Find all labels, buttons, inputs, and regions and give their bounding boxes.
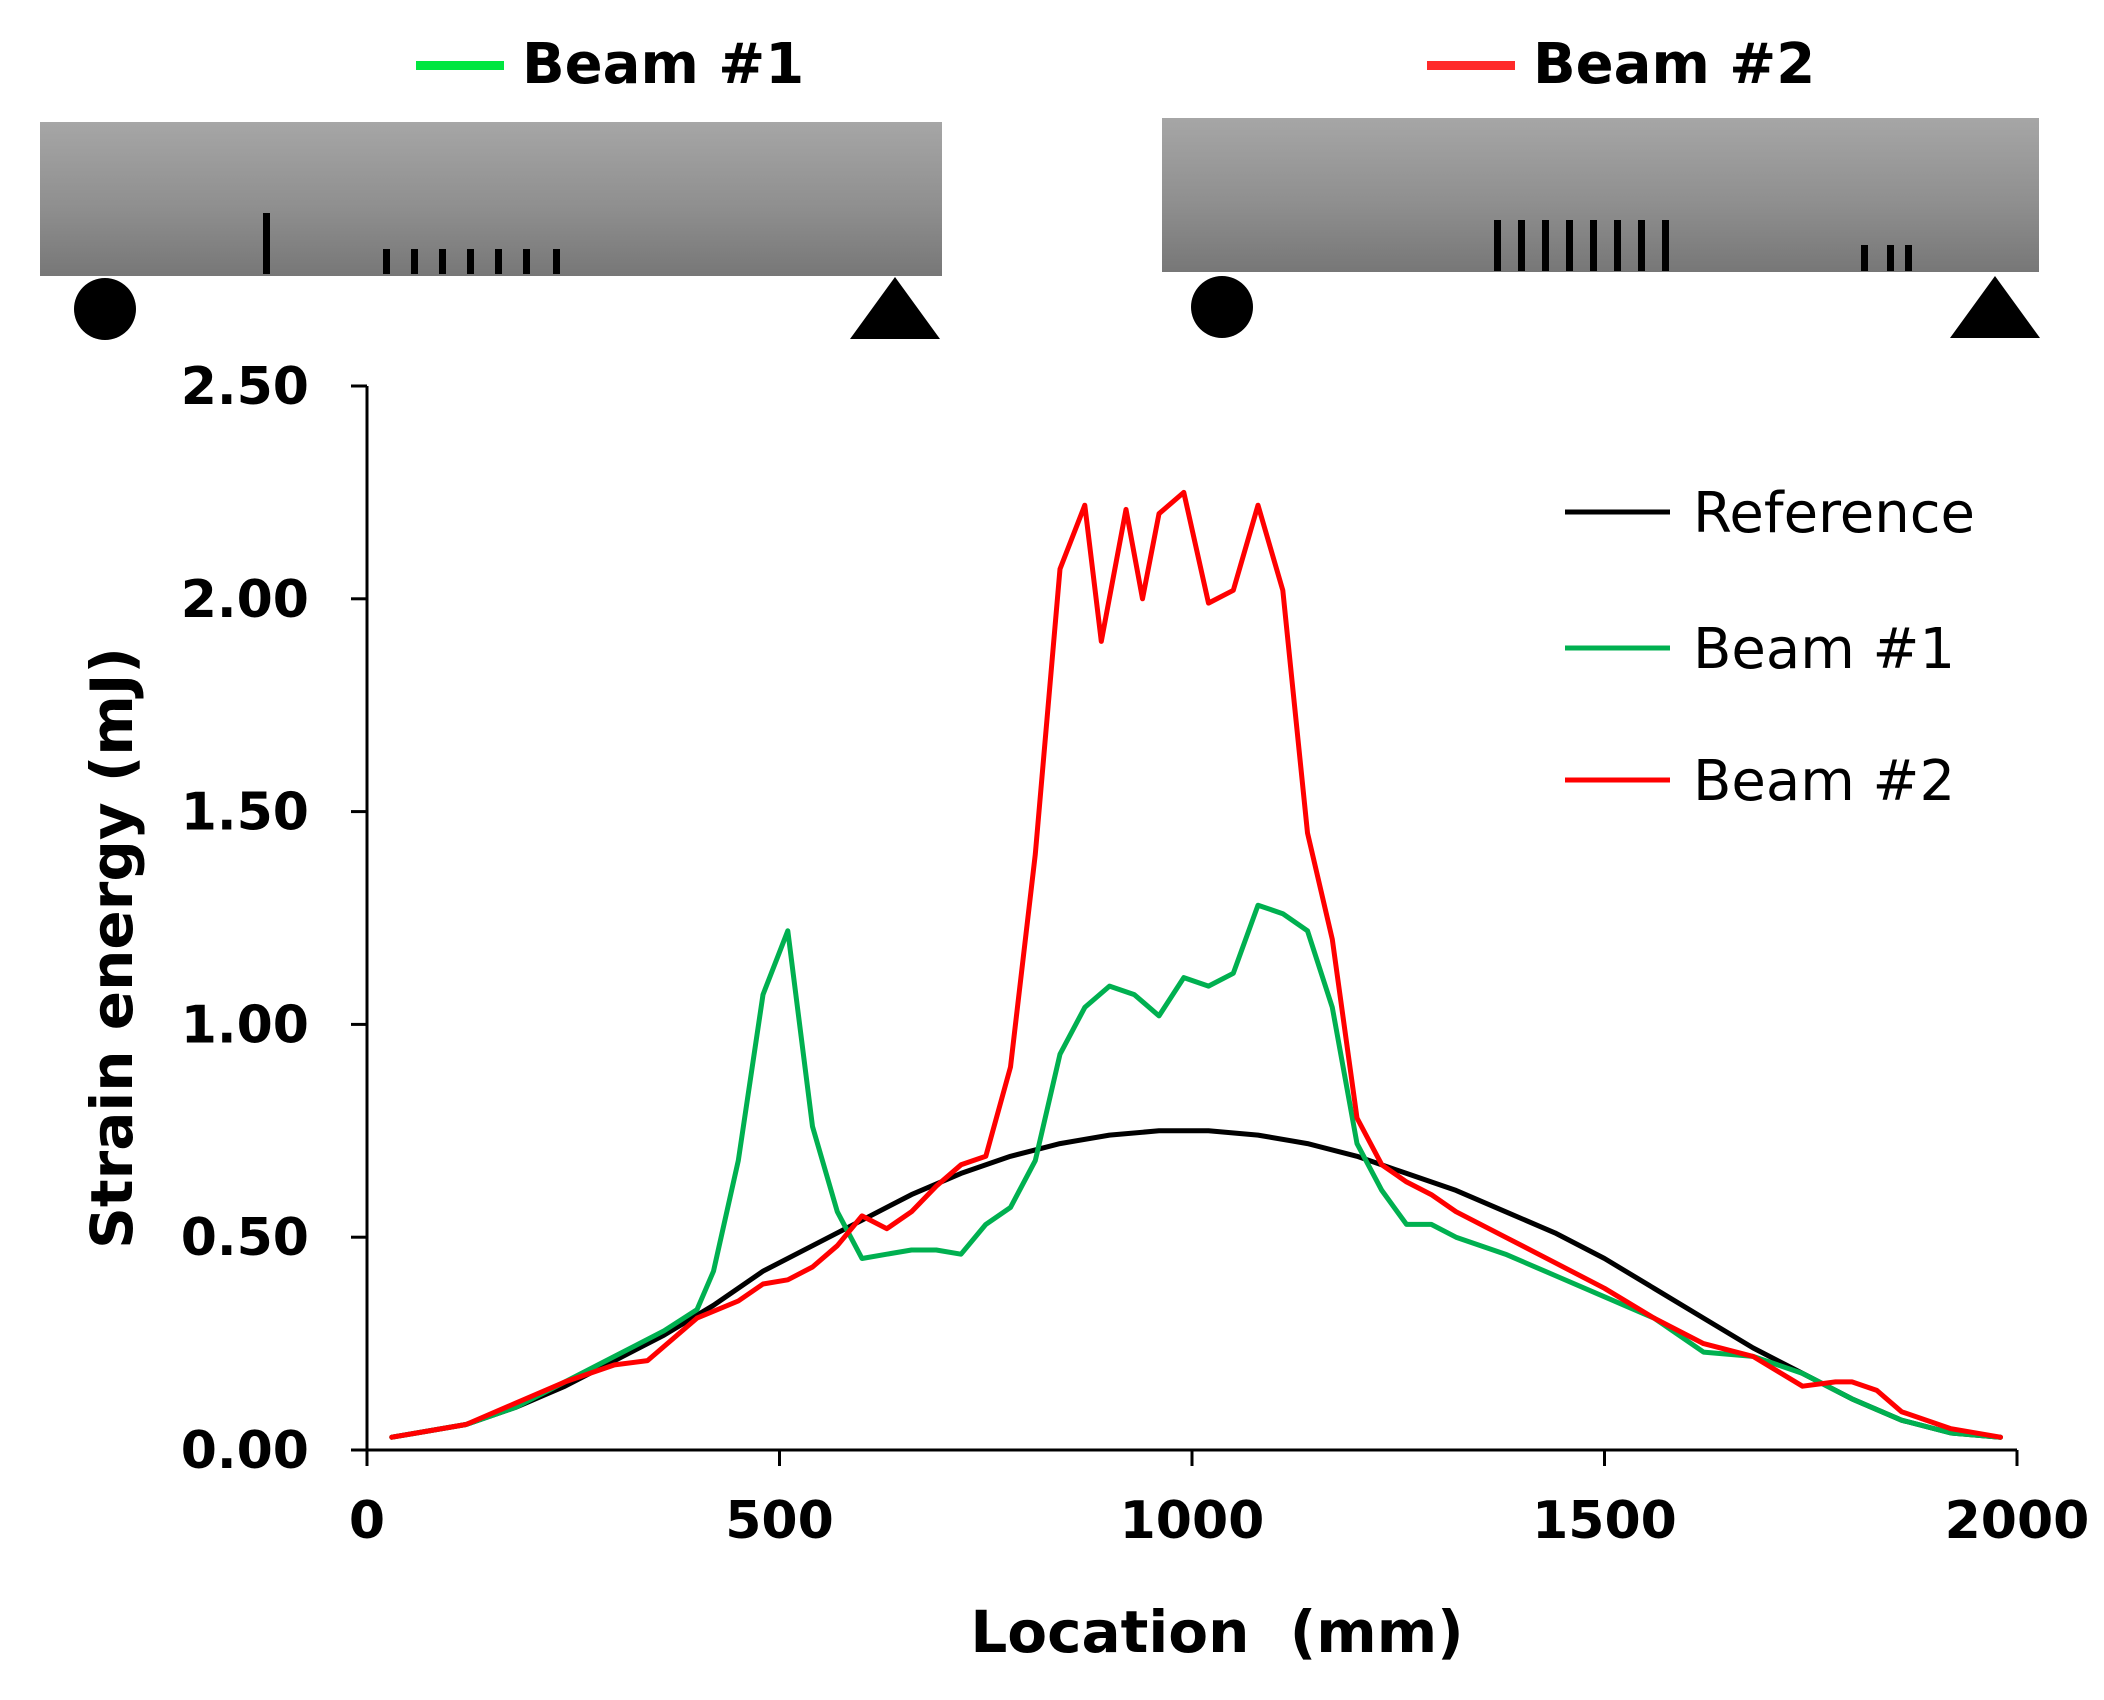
- beam1-crack: [467, 249, 474, 274]
- x-tick-label: 500: [725, 1491, 834, 1551]
- beam2-crack: [1662, 220, 1669, 271]
- y-axis-label: Strain energy (mJ): [78, 647, 146, 1249]
- beam1-crack: [383, 249, 390, 274]
- beam2-legend: Beam #2: [1427, 37, 1815, 93]
- x-tick-label: 1500: [1532, 1491, 1677, 1551]
- y-tick-label: 2.50: [181, 357, 309, 417]
- y-tick-label: 2.00: [181, 570, 309, 630]
- beam1-legend-swatch: [416, 60, 504, 70]
- y-tick-label: 0.00: [181, 1421, 309, 1481]
- beam1-crack: [523, 249, 530, 274]
- beam2-pin-support: [1191, 276, 1253, 338]
- series-layer: [389, 489, 2003, 1440]
- y-tick-label: 0.50: [181, 1208, 309, 1268]
- x-tick-label: 0: [349, 1491, 385, 1551]
- beam1-crack: [553, 249, 560, 274]
- legend-label: Beam #1: [1693, 617, 1955, 682]
- x-tick-label: 2000: [1945, 1491, 2090, 1551]
- x-tick-label: 1000: [1120, 1491, 1265, 1551]
- beam2-legend-swatch: [1427, 60, 1515, 70]
- series-line-beam-1: [389, 902, 2003, 1440]
- x-axis-ticks: 0 500 1000 1500 2000: [349, 1450, 2089, 1551]
- chart-legend: Reference Beam #1 Beam #2: [1565, 481, 1975, 814]
- beam2-crack: [1887, 245, 1894, 271]
- beam1-crack: [411, 249, 418, 274]
- beam2-crack: [1614, 220, 1621, 271]
- legend-label: Reference: [1693, 481, 1975, 546]
- beam2-legend-label: Beam #2: [1533, 32, 1816, 97]
- y-axis-ticks: 0.00 0.50 1.00 1.50 2.00 2.50: [181, 357, 367, 1481]
- beam2-crack: [1542, 220, 1549, 271]
- beam1-crack-single: [263, 213, 270, 274]
- series-line-reference: [389, 1128, 2003, 1440]
- beam2-crack: [1590, 220, 1597, 271]
- beam1-body: [40, 122, 942, 276]
- series-line-beam-2: [389, 489, 2003, 1440]
- beam2-crack: [1494, 220, 1501, 271]
- beam2-crack: [1566, 220, 1573, 271]
- y-tick-label: 1.50: [181, 783, 309, 843]
- beam1-legend-label: Beam #1: [522, 32, 805, 97]
- beam1-roller-support: [850, 277, 940, 339]
- beam2-crack: [1861, 245, 1868, 271]
- x-axis-label: Location (mm): [970, 1598, 1463, 1666]
- beam2-crack: [1518, 220, 1525, 271]
- beam2-crack: [1638, 220, 1645, 271]
- beam1-crack: [439, 249, 446, 274]
- beam1-legend: Beam #1: [416, 37, 804, 93]
- beam1-pin-support: [74, 278, 136, 340]
- beam1-crack: [495, 249, 502, 274]
- y-tick-label: 1.00: [181, 995, 309, 1055]
- beam2-roller-support: [1950, 276, 2040, 338]
- legend-label: Beam #2: [1693, 749, 1955, 814]
- beam2-crack: [1905, 245, 1912, 271]
